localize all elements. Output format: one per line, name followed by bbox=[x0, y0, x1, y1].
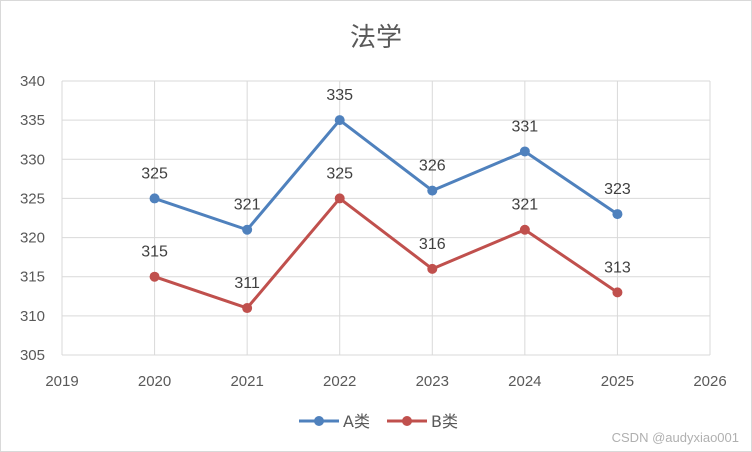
data-point bbox=[149, 193, 160, 204]
data-point bbox=[612, 209, 623, 220]
data-labels: 325 321 335 326 331 323 315 311 325 316 321 313 bbox=[141, 87, 631, 292]
data-point bbox=[519, 146, 530, 157]
plot-area bbox=[149, 115, 623, 314]
data-label: 316 bbox=[419, 236, 446, 253]
data-label: 325 bbox=[141, 165, 168, 182]
y-tick-label: 325 bbox=[20, 190, 45, 207]
data-label: 326 bbox=[419, 158, 446, 175]
data-label: 325 bbox=[326, 165, 353, 182]
data-point bbox=[242, 303, 253, 314]
data-label: 315 bbox=[141, 244, 168, 261]
data-label: 311 bbox=[234, 275, 260, 292]
y-tick-label: 340 bbox=[20, 73, 45, 90]
data-point bbox=[427, 185, 438, 196]
y-tick-label: 335 bbox=[20, 112, 45, 129]
x-tick-label: 2022 bbox=[323, 373, 356, 390]
data-point bbox=[519, 224, 530, 235]
y-tick-label: 320 bbox=[20, 230, 45, 247]
chart-title: 法学 bbox=[350, 23, 402, 53]
x-tick-label: 2023 bbox=[416, 373, 449, 390]
data-label: 321 bbox=[234, 197, 261, 214]
y-tick-label: 305 bbox=[20, 347, 45, 364]
y-tick-label: 310 bbox=[20, 308, 45, 325]
legend-label: A类 bbox=[343, 412, 370, 431]
x-tick-label: 2024 bbox=[508, 373, 541, 390]
series-line bbox=[154, 118, 619, 232]
legend-marker bbox=[402, 416, 412, 426]
legend: A类 B类 bbox=[299, 412, 458, 431]
x-tick-label: 2020 bbox=[138, 373, 171, 390]
x-tick-label: 2019 bbox=[45, 373, 78, 390]
x-tick-label: 2025 bbox=[601, 373, 634, 390]
watermark: CSDN @audyxiao001 bbox=[612, 430, 739, 445]
x-tick-label: 2021 bbox=[230, 373, 263, 390]
x-tick-label: 2026 bbox=[693, 373, 726, 390]
data-point bbox=[612, 287, 623, 298]
legend-label: B类 bbox=[431, 412, 458, 431]
data-point bbox=[427, 263, 438, 274]
data-label: 335 bbox=[326, 87, 353, 104]
data-label: 321 bbox=[512, 197, 539, 214]
data-label: 313 bbox=[604, 259, 631, 276]
grid bbox=[61, 80, 711, 356]
y-tick-label: 315 bbox=[20, 269, 45, 286]
axes: 305 310 315 320 325 330 335 340 2019 2020 2021 2022… bbox=[20, 73, 727, 390]
y-tick-label: 330 bbox=[20, 151, 45, 168]
data-label: 331 bbox=[512, 118, 539, 135]
data-point bbox=[334, 115, 345, 126]
data-point bbox=[242, 224, 253, 235]
legend-marker bbox=[314, 416, 324, 426]
data-label: 323 bbox=[604, 181, 631, 198]
data-point bbox=[334, 193, 345, 204]
data-point bbox=[149, 271, 160, 282]
series-line bbox=[154, 196, 619, 310]
